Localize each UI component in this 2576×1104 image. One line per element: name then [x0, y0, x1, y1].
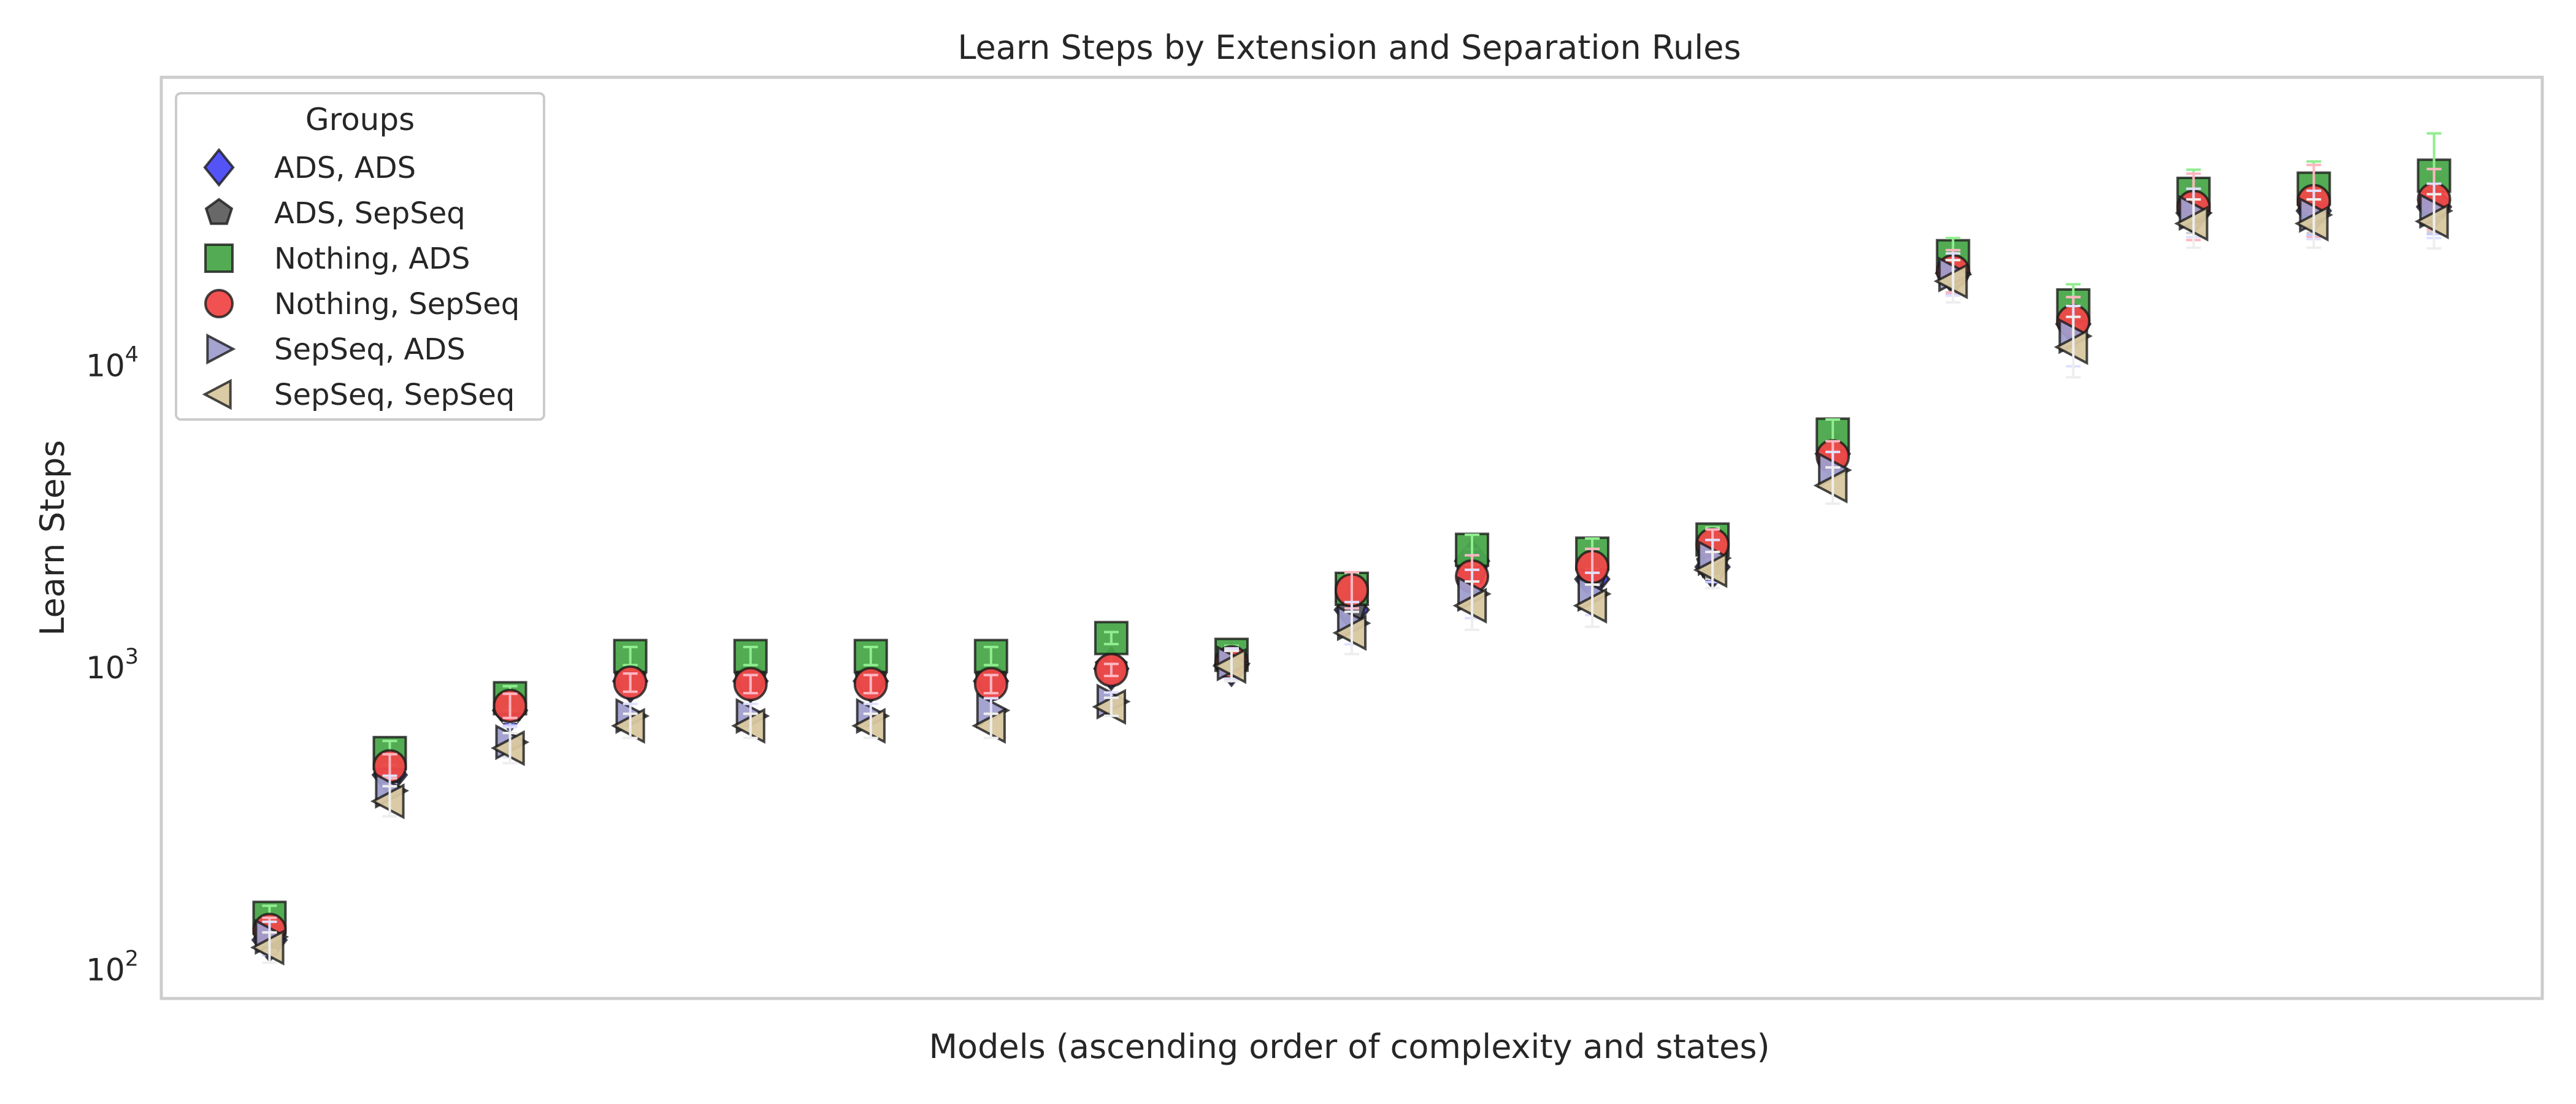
data-point [611, 708, 645, 744]
legend-label: SepSeq, ADS [274, 332, 466, 367]
y-axis-ticks: 102 103 104 [86, 343, 139, 988]
data-point [370, 783, 405, 819]
data-point [972, 708, 1006, 744]
data-point [1452, 588, 1487, 624]
legend-label: ADS, SepSeq [274, 196, 466, 231]
y-axis-label: Learn Steps [33, 440, 72, 635]
data-point [2414, 203, 2449, 240]
legend-item: SepSeq, ADS [206, 332, 466, 367]
legend-item: ADS, SepSeq [204, 196, 466, 231]
error-bar [623, 672, 638, 693]
data-point [1212, 648, 1246, 684]
legend: Groups ADS, ADS ADS, SepSeq Nothing, ADS No… [175, 92, 545, 421]
legend-marker [204, 197, 234, 225]
data-point [2053, 329, 2088, 366]
error-bar [743, 673, 758, 695]
legend-item: Nothing, SepSeq [204, 287, 519, 321]
error-bar [743, 712, 758, 740]
legend-item: SepSeq, SepSeq [202, 378, 515, 412]
error-bar [623, 712, 638, 740]
error-bar [1705, 550, 1720, 589]
error-bar [382, 784, 397, 818]
legend-marker [204, 289, 234, 318]
data-point [851, 708, 886, 744]
error-bar [1825, 466, 1841, 505]
error-bar [863, 712, 878, 740]
error-bar [2426, 193, 2442, 250]
error-bar [983, 645, 999, 667]
x-axis-label: Models (ascending order of complexity an… [929, 1027, 1769, 1066]
data-point [2174, 205, 2209, 242]
error-bar [863, 645, 878, 667]
data-point [2294, 205, 2329, 242]
legend-marker [206, 333, 236, 365]
error-bar [502, 692, 518, 719]
y-tick-label: 104 [86, 343, 139, 384]
error-bar [1224, 650, 1239, 683]
legend-label: ADS, ADS [274, 151, 416, 185]
data-point [1933, 263, 1968, 299]
data-point [491, 730, 525, 767]
error-bar [1585, 583, 1600, 628]
legend-marker [202, 378, 232, 410]
error-bar [863, 673, 878, 695]
error-bar [623, 645, 638, 667]
data-point [1813, 467, 1848, 504]
error-bar [1465, 580, 1480, 631]
legend-label: Nothing, SepSeq [274, 287, 519, 321]
legend-item: ADS, ADS [203, 148, 416, 187]
legend-label: SepSeq, SepSeq [274, 378, 515, 412]
data-point [731, 708, 765, 744]
legend-marker [203, 148, 235, 187]
y-tick-label: 103 [86, 645, 139, 686]
legend-box [175, 92, 545, 421]
error-bar [1344, 610, 1359, 656]
y-tick-label: 102 [86, 946, 139, 987]
error-bar [743, 645, 758, 667]
data-point [1573, 588, 1608, 624]
error-bar [2306, 198, 2321, 249]
legend-title: Groups [305, 102, 415, 137]
error-bar [1103, 662, 1119, 678]
error-bar [983, 673, 999, 695]
error-bar [1103, 696, 1119, 718]
plot-marks [250, 132, 2454, 966]
error-bar [983, 712, 999, 740]
legend-marker [204, 243, 234, 273]
data-point [250, 929, 285, 966]
error-bar [1945, 259, 1961, 304]
data-point [1693, 552, 1728, 588]
error-bar [502, 732, 518, 765]
error-bar [262, 931, 277, 964]
data-point [1332, 615, 1367, 651]
legend-label: Nothing, ADS [274, 242, 470, 276]
plot-frame [159, 75, 2544, 1000]
series-5 [250, 193, 2449, 966]
error-bar [2066, 315, 2081, 379]
legend-item: Nothing, ADS [204, 242, 470, 276]
error-bar [2186, 198, 2201, 249]
chart-title: Learn Steps by Extension and Separation … [957, 28, 1741, 67]
error-bar [1103, 631, 1119, 646]
